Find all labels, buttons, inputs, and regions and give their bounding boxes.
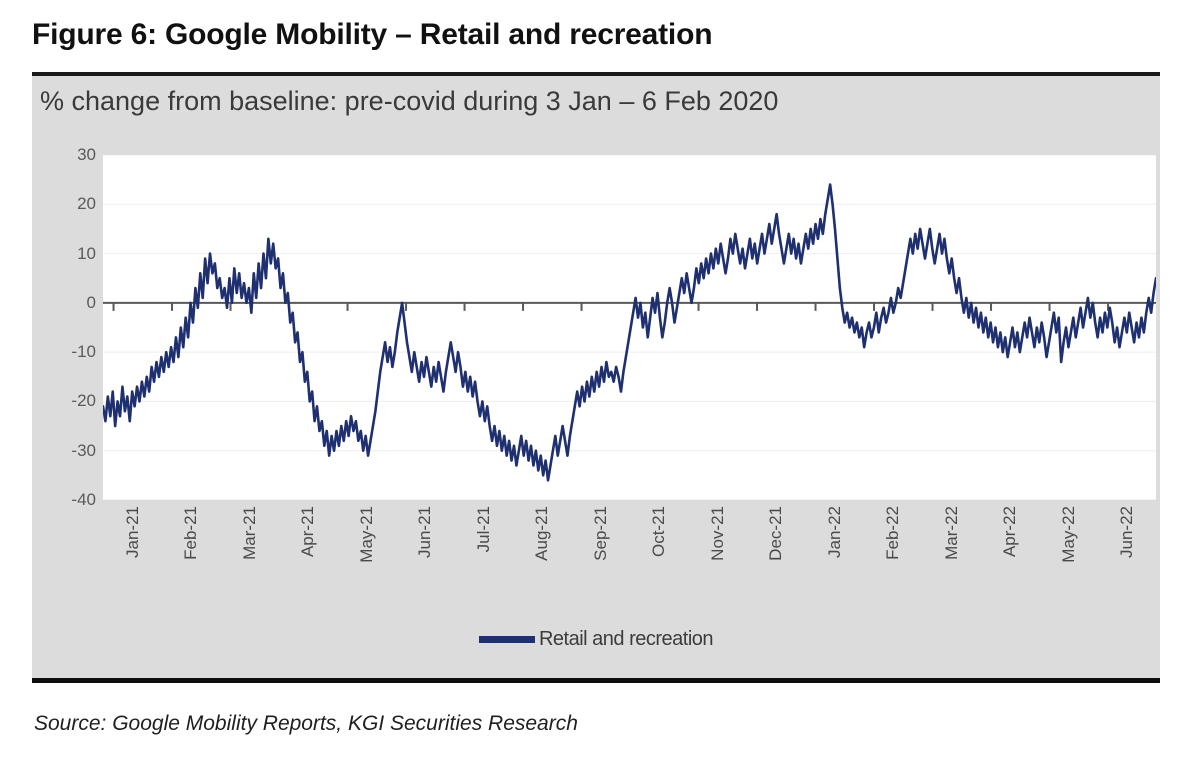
series-retail-and-recreation xyxy=(103,155,1156,500)
x-tick-label: Jan-22 xyxy=(824,506,844,558)
chart-panel: % change from baseline: pre-covid during… xyxy=(32,76,1160,678)
x-axis: Jan-21 Feb-21 Mar-21 Apr-21 May-21 Jun-21 Jul-… xyxy=(103,506,1156,616)
y-tick-label: 30 xyxy=(77,145,96,164)
page-title: Figure 6: Google Mobility – Retail and r… xyxy=(32,18,713,51)
x-tick-label: Nov-21 xyxy=(707,506,727,561)
x-tick-label: May-21 xyxy=(356,506,376,563)
x-tick-label: Apr-21 xyxy=(298,506,318,558)
panel-bottom-divider xyxy=(32,678,1160,683)
y-tick-label: 20 xyxy=(77,194,96,214)
plot-area xyxy=(103,155,1156,500)
y-tick-label: -20 xyxy=(71,391,96,411)
x-tick-label: Apr-22 xyxy=(1000,506,1020,558)
y-tick-label: -10 xyxy=(71,342,96,362)
x-tick-label: Jul-21 xyxy=(473,506,493,553)
y-axis: 30 20 10 0 -10 -20 -30 -40 xyxy=(32,145,96,509)
x-tick-label: Jun-22 xyxy=(1117,506,1137,558)
x-tick-label: Mar-22 xyxy=(941,506,961,560)
x-tick-label: Aug-21 xyxy=(532,506,552,561)
y-tick-label: -40 xyxy=(71,490,96,509)
chart-legend: Retail and recreation xyxy=(32,628,1160,651)
x-tick-label: Feb-21 xyxy=(181,506,201,560)
source-note: Source: Google Mobility Reports, KGI Sec… xyxy=(34,712,578,735)
gridlines-group xyxy=(103,155,1156,500)
x-tick-label: Mar-21 xyxy=(239,506,259,560)
x-tick-label: Sep-21 xyxy=(590,506,610,561)
x-tick-label: Jan-21 xyxy=(122,506,142,558)
series-line xyxy=(103,183,1156,482)
chart-subtitle: % change from baseline: pre-covid during… xyxy=(40,86,779,116)
legend-label: Retail and recreation xyxy=(538,628,714,650)
y-tick-label: -30 xyxy=(71,440,96,460)
x-tick-label: May-22 xyxy=(1058,506,1078,563)
x-tick-label: Oct-21 xyxy=(649,506,669,558)
title-divider xyxy=(32,72,1160,76)
y-tick-label: 0 xyxy=(86,292,96,312)
legend-swatch-icon xyxy=(478,636,535,643)
x-tick-label: Jun-21 xyxy=(415,506,435,558)
x-tick-label: Dec-21 xyxy=(766,506,786,561)
y-tick-label: 10 xyxy=(77,243,96,263)
x-tick-label: Feb-22 xyxy=(883,506,903,560)
